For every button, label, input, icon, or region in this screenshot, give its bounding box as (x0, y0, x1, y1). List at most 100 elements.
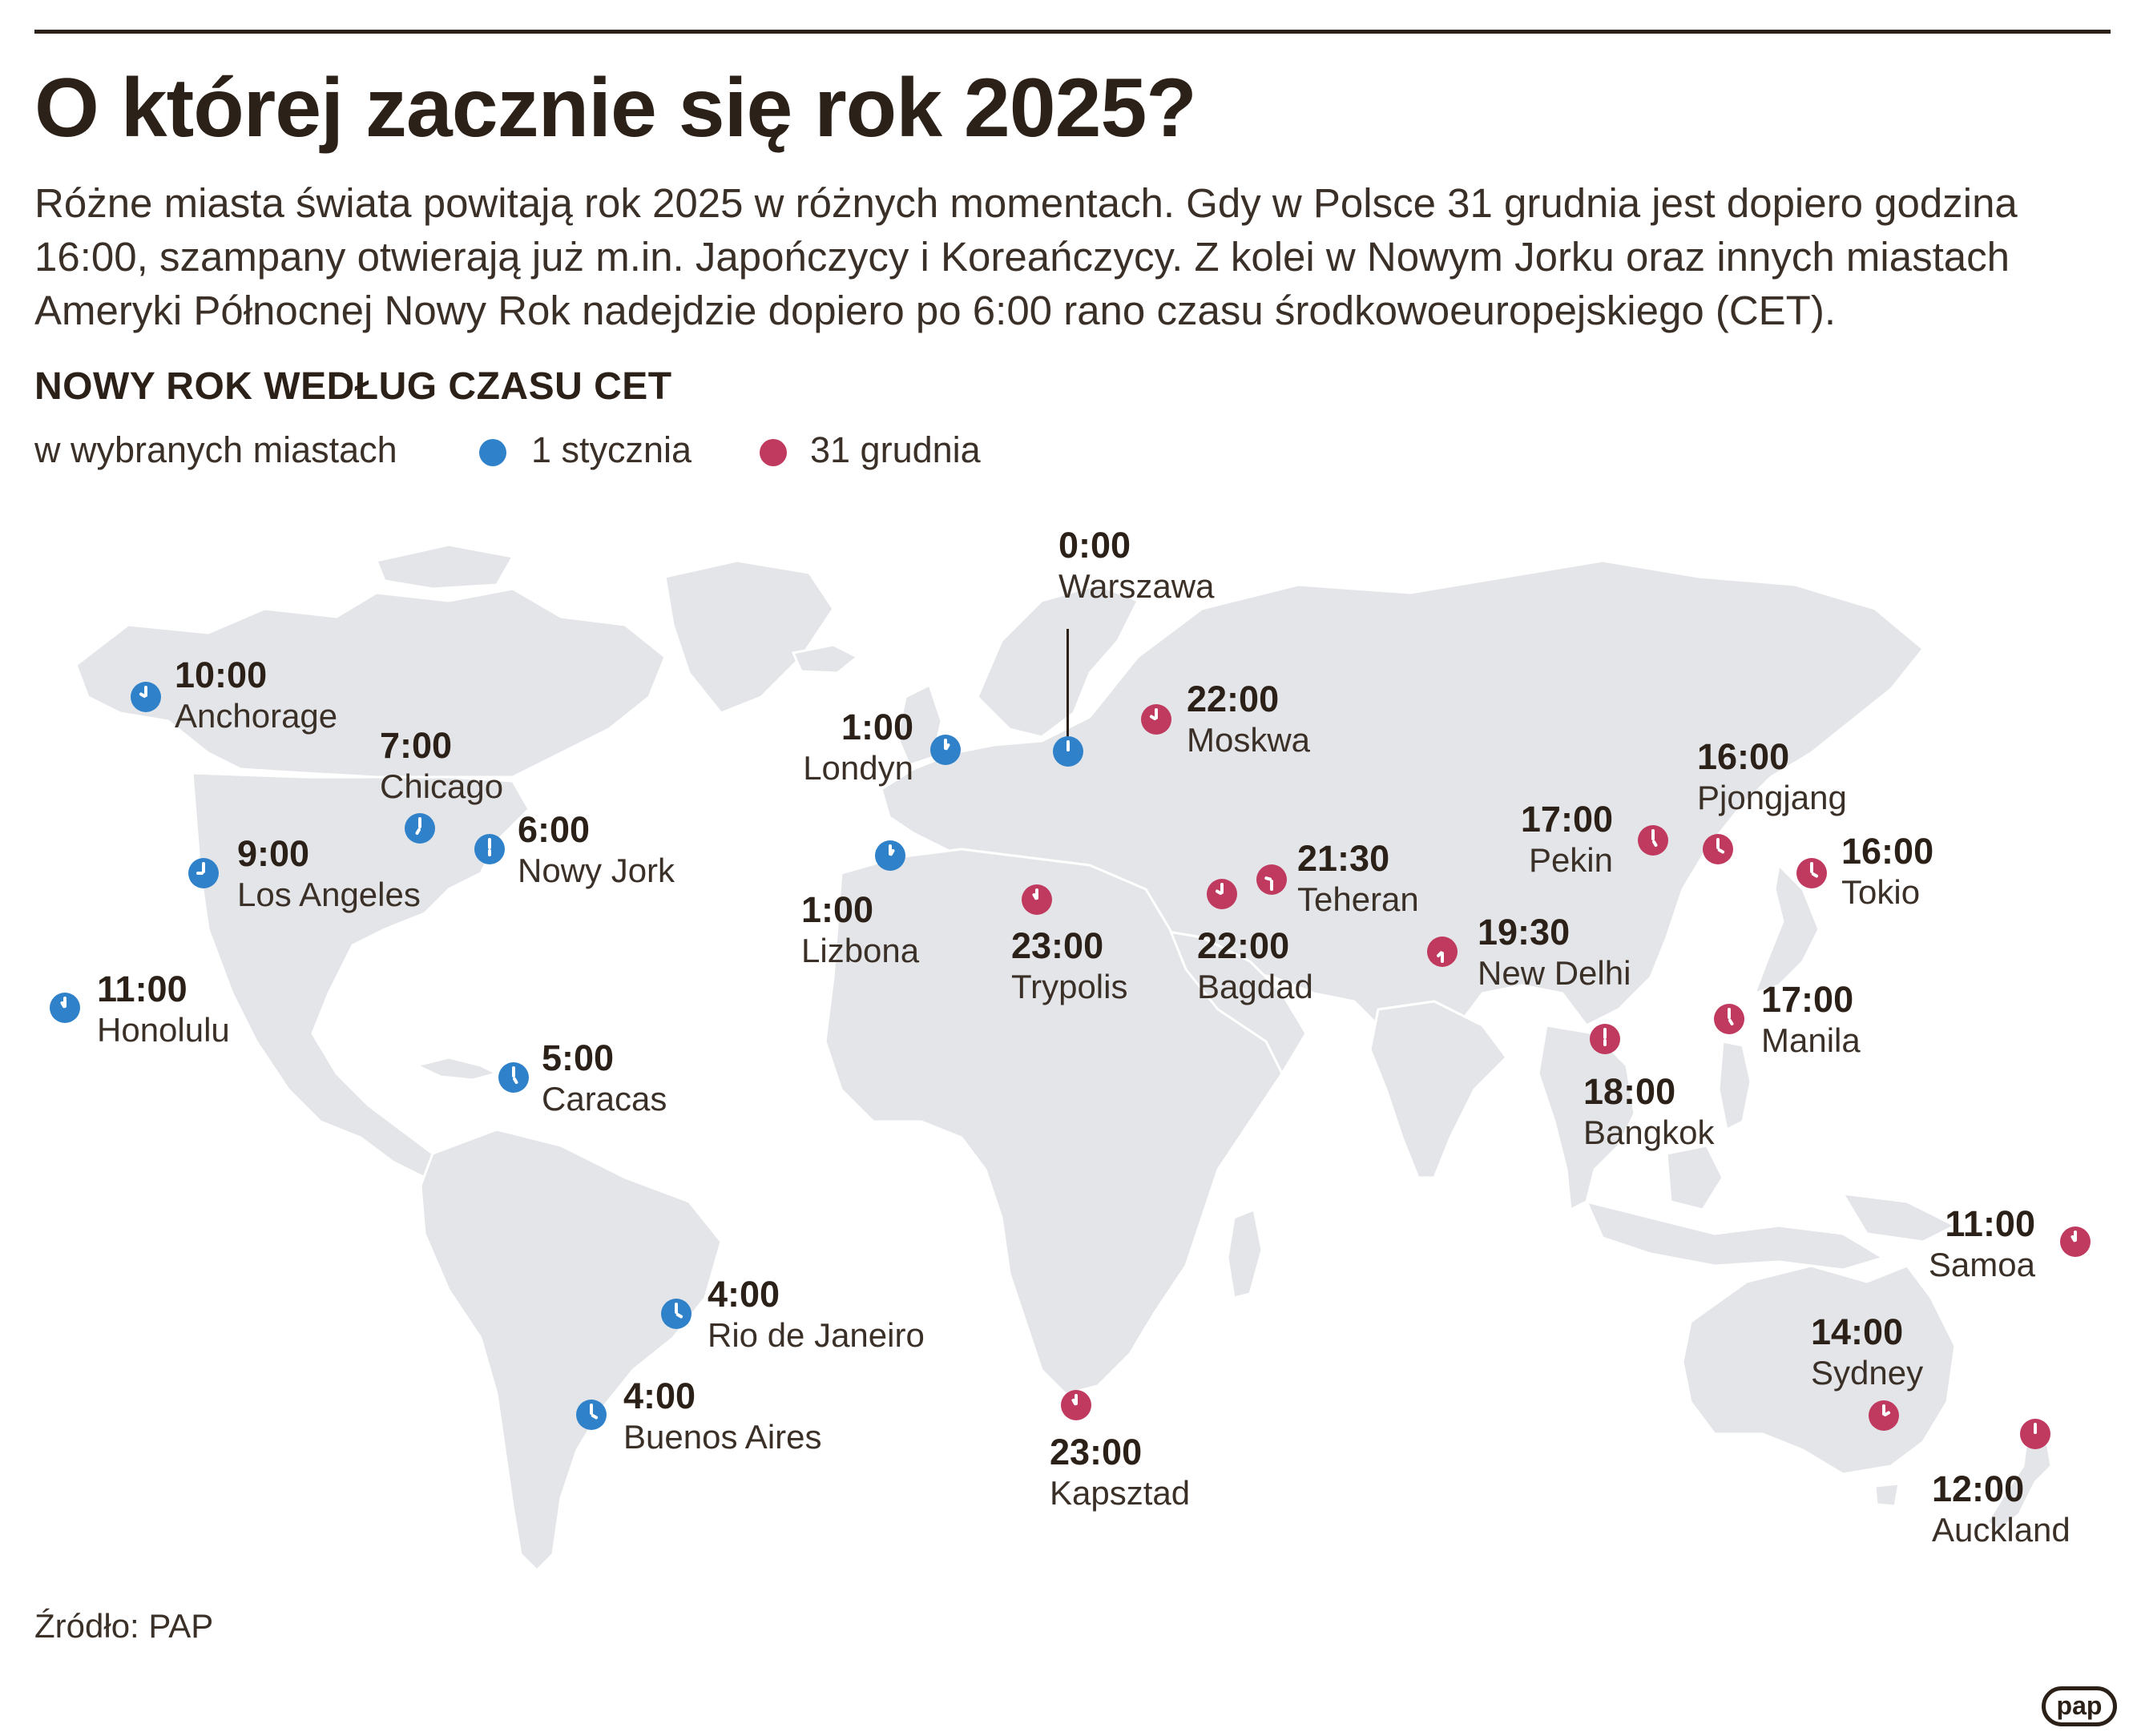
londyn-clock-minute-hand (944, 739, 947, 750)
lizbona-clock-minute-hand (889, 844, 892, 856)
tokio-time: 16:00 (1841, 831, 1934, 872)
nowy-jork-time: 6:00 (518, 809, 591, 850)
tokio-label: 16:00 Tokio (1841, 833, 1933, 909)
section-heading: NOWY ROK WEDŁUG CZASU CET (34, 365, 672, 408)
source-note: Źródło: PAP (34, 1607, 214, 1645)
pekin-clock-hour-hand (1651, 840, 1659, 848)
samoa-label: 11:00 Samoa (1929, 1206, 2035, 1282)
pjongjang-name: Pjongjang (1697, 779, 1847, 816)
trypolis-clock-icon (1022, 884, 1052, 915)
londyn-time: 1:00 (841, 707, 913, 747)
honolulu-clock-minute-hand (63, 997, 67, 1008)
auckland-clock-minute-hand (2034, 1423, 2037, 1434)
bagdad-label: 22:00 Bagdad (1197, 928, 1313, 1004)
bangkok-clock-icon (1590, 1024, 1620, 1054)
sydney-clock-minute-hand (1882, 1404, 1885, 1416)
tokio-clock-icon (1796, 858, 1827, 888)
auckland-name: Auckland (1932, 1511, 2070, 1549)
kapsztad-clock-minute-hand (1075, 1394, 1078, 1405)
anchorage-name: Anchorage (175, 697, 338, 735)
rio-de-janeiro-name: Rio de Janeiro (708, 1316, 925, 1354)
teheran-name: Teheran (1297, 880, 1419, 918)
caracas-clock-hour-hand (512, 1077, 519, 1085)
moskwa-name: Moskwa (1187, 721, 1311, 759)
legend-caption: w wybranych miastach (34, 429, 397, 470)
bangkok-time: 18:00 (1583, 1071, 1676, 1112)
los-angeles-time: 9:00 (237, 833, 310, 874)
tokio-name: Tokio (1841, 873, 1921, 911)
rio-de-janeiro-clock-icon (661, 1299, 692, 1329)
pekin-clock-minute-hand (1651, 829, 1655, 840)
land-borneo (1665, 1144, 1724, 1211)
auckland-label: 12:00 Auckland (1932, 1471, 2070, 1547)
world-map-land (75, 543, 2053, 1572)
los-angeles-clock-icon (188, 858, 219, 888)
nowy-jork-clock-hour-hand (488, 849, 491, 856)
pjongjang-label: 16:00 Pjongjang (1697, 739, 1847, 815)
manila-time: 17:00 (1761, 979, 1854, 1020)
samoa-clock-minute-hand (2074, 1231, 2077, 1242)
legend-jan-clock-icon (479, 439, 506, 466)
warszawa-leader-line (1066, 629, 1069, 753)
chicago-clock-icon (405, 813, 435, 844)
nowy-jork-clock-icon (474, 834, 505, 864)
manila-clock-hour-hand (1728, 1018, 1735, 1026)
warszawa-name: Warszawa (1058, 567, 1215, 605)
chicago-time: 7:00 (380, 725, 453, 766)
trypolis-label: 23:00 Trypolis (1011, 928, 1127, 1004)
legend-jan-label: 1 stycznia (531, 429, 692, 470)
buenos-aires-clock-icon (576, 1400, 607, 1430)
page-title: O której zacznie się rok 2025? (34, 62, 1197, 155)
rio-de-janeiro-time: 4:00 (708, 1274, 780, 1315)
land-new-guinea (1841, 1192, 1957, 1243)
buenos-aires-name: Buenos Aires (623, 1418, 822, 1456)
kapsztad-name: Kapsztad (1050, 1474, 1191, 1512)
bagdad-time: 22:00 (1197, 925, 1290, 966)
anchorage-clock-icon (131, 682, 161, 712)
teheran-clock-icon (1256, 864, 1287, 895)
nowy-jork-label: 6:00 Nowy Jork (518, 812, 675, 888)
moskwa-label: 22:00 Moskwa (1187, 681, 1310, 757)
rio-de-janeiro-label: 4:00 Rio de Janeiro (708, 1276, 925, 1352)
nowy-jork-clock-minute-hand (488, 838, 491, 849)
pap-logo: pap (2042, 1686, 2117, 1726)
moskwa-time: 22:00 (1187, 679, 1280, 719)
tokio-clock-minute-hand (1810, 862, 1813, 873)
lizbona-clock-icon (875, 840, 905, 871)
land-south-america (419, 1128, 723, 1572)
caracas-label: 5:00 Caracas (542, 1040, 667, 1116)
land-iceland (792, 643, 859, 675)
nowy-jork-name: Nowy Jork (518, 852, 675, 889)
legend-dec-clock-icon (760, 439, 787, 466)
auckland-clock-icon (2020, 1419, 2050, 1449)
bangkok-clock-minute-hand (1603, 1028, 1607, 1039)
new-delhi-clock-icon (1427, 936, 1458, 967)
kapsztad-time: 23:00 (1050, 1432, 1143, 1472)
new-delhi-name: New Delhi (1478, 954, 1631, 992)
land-philippines (1717, 1040, 1752, 1131)
land-japan (1753, 864, 1820, 995)
pekin-clock-icon (1638, 825, 1668, 856)
bangkok-name: Bangkok (1583, 1114, 1715, 1151)
caracas-name: Caracas (542, 1080, 667, 1118)
buenos-aires-clock-minute-hand (590, 1404, 593, 1415)
pjongjang-clock-icon (1703, 834, 1733, 864)
legend: w wybranych miastach 1 stycznia 31 grudn… (34, 426, 1076, 474)
manila-clock-minute-hand (1728, 1008, 1731, 1019)
bagdad-clock-minute-hand (1220, 883, 1224, 894)
new-delhi-time: 19:30 (1478, 912, 1570, 953)
bagdad-name: Bagdad (1197, 968, 1313, 1005)
chicago-label: 7:00 Chicago (380, 727, 503, 804)
anchorage-time: 10:00 (175, 655, 268, 695)
manila-label: 17:00 Manila (1761, 981, 1861, 1057)
buenos-aires-time: 4:00 (623, 1376, 696, 1416)
honolulu-name: Honolulu (97, 1011, 230, 1049)
pekin-name: Pekin (1528, 841, 1613, 879)
land-new-zealand (1986, 1432, 2053, 1532)
land-arctic-islands (375, 543, 514, 590)
moskwa-clock-minute-hand (1155, 708, 1158, 719)
bangkok-label: 18:00 Bangkok (1583, 1073, 1714, 1150)
buenos-aires-label: 4:00 Buenos Aires (623, 1378, 822, 1454)
sydney-label: 14:00 Sydney (1811, 1314, 1923, 1390)
new-delhi-label: 19:30 New Delhi (1478, 914, 1631, 990)
